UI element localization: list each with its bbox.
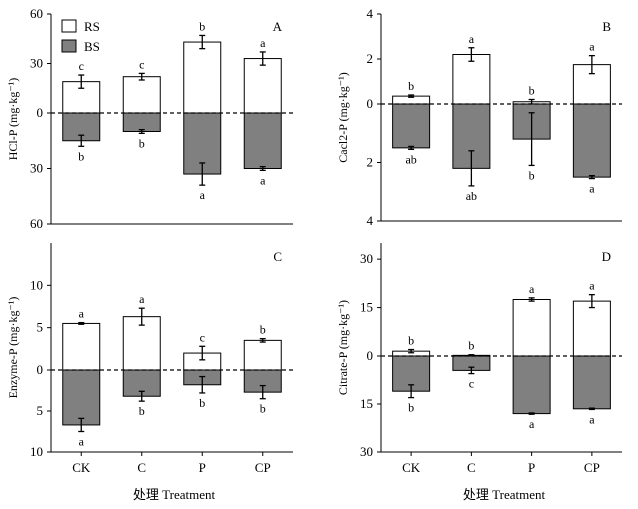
- bar-rs-p: [512, 299, 551, 357]
- y-tick-label: 30: [360, 444, 373, 459]
- legend-bs-swatch: [61, 39, 77, 53]
- y-tick-label: 5: [37, 320, 44, 335]
- significance-letter-rs: a: [469, 32, 475, 46]
- panel-a: 0 60 30 30 60 HCl-P (mg·kg⁻¹) Ac b c b b a a a: [6, 6, 293, 231]
- significance-letter-rs: a: [139, 292, 145, 306]
- x-tick-label: CK: [72, 460, 91, 475]
- bar-bs-cp: [572, 355, 611, 410]
- legend-rs-swatch: [61, 19, 77, 33]
- legend-bs-label: BS: [84, 39, 100, 54]
- x-tick-label: C: [467, 460, 476, 475]
- y-tick-label: 10: [30, 444, 43, 459]
- bar-rs-cp: [572, 300, 611, 357]
- significance-letter-bs: b: [199, 396, 205, 410]
- panel-d: 0 30 15 15 30 Citrate-P (mg·kg⁻¹) Db b CK b c Ca a Pa…: [336, 243, 622, 475]
- significance-letter-rs: c: [200, 330, 205, 344]
- bar-rs-c: [452, 54, 491, 105]
- significance-letter-bs: a: [200, 188, 206, 202]
- panel-letter: A: [273, 19, 283, 34]
- bar-rs-c: [122, 76, 161, 114]
- significance-letter-rs: c: [139, 57, 144, 71]
- x-tick-label: CP: [255, 460, 271, 475]
- y-axis-label: HCl-P (mg·kg⁻¹): [6, 78, 20, 160]
- significance-letter-rs: a: [529, 282, 535, 296]
- panels: 0 60 30 30 60 HCl-P (mg·kg⁻¹) Ac b c b b a a a 0 4 2 2 4 Ca…: [6, 6, 622, 475]
- panel-letter: D: [602, 249, 611, 264]
- significance-letter-rs: a: [589, 40, 595, 54]
- significance-letter-rs: b: [468, 339, 474, 353]
- significance-letter-rs: b: [408, 334, 414, 348]
- significance-letter-bs: a: [589, 412, 595, 426]
- y-tick-label: 2: [367, 51, 374, 66]
- significance-letter-bs: ab: [466, 189, 477, 203]
- bar-bs-ck: [62, 369, 101, 426]
- bar-bs-c: [122, 112, 161, 132]
- significance-letter-rs: b: [260, 323, 266, 337]
- legend-rs-label: RS: [84, 19, 100, 34]
- y-tick-label: 4: [367, 213, 374, 228]
- x-axis-title-right: 处理 Treatment: [463, 487, 546, 502]
- y-tick-label: 15: [360, 396, 373, 411]
- significance-letter-bs: b: [408, 401, 414, 415]
- significance-letter-bs: b: [78, 149, 84, 163]
- panel-letter: B: [602, 19, 611, 34]
- y-axis-label: Cacl2-P (mg·kg⁻¹): [336, 72, 350, 162]
- significance-letter-bs: b: [139, 404, 145, 418]
- significance-letter-rs: a: [79, 307, 85, 321]
- significance-letter-bs: ab: [405, 152, 416, 166]
- significance-letter-bs: b: [260, 402, 266, 416]
- bar-rs-ck: [62, 322, 101, 371]
- y-tick-label: 10: [30, 277, 43, 292]
- panel-c: 0 10 5 5 10 Enzyme-P (mg·kg⁻¹) Ca a CK a b Cc b Pb b CP: [6, 243, 293, 475]
- significance-letter-bs: a: [260, 173, 266, 187]
- y-tick-label: 2: [367, 155, 374, 170]
- y-tick-label: 5: [37, 403, 44, 418]
- panel-letter: C: [273, 249, 282, 264]
- bar-bs-ck: [392, 103, 431, 149]
- significance-letter-bs: a: [589, 182, 595, 196]
- y-tick-label: 30: [30, 56, 43, 71]
- y-axis-label: Enzyme-P (mg·kg⁻¹): [6, 297, 20, 399]
- bar-rs-p: [183, 41, 222, 114]
- y-tick-label: 30: [360, 251, 373, 266]
- significance-letter-rs: c: [79, 59, 84, 73]
- significance-letter-bs: a: [529, 417, 535, 431]
- y-tick-label: 60: [30, 6, 43, 21]
- bar-bs-p: [512, 355, 551, 415]
- significance-letter-bs: b: [529, 168, 535, 182]
- bar-bs-cp: [572, 103, 611, 178]
- x-tick-label: CK: [402, 460, 421, 475]
- significance-letter-bs: c: [469, 377, 474, 391]
- y-tick-label: 0: [367, 348, 374, 363]
- significance-letter-rs: b: [408, 79, 414, 93]
- y-tick-label: 0: [367, 96, 374, 111]
- y-tick-label: 4: [367, 6, 374, 21]
- y-tick-label: 0: [37, 362, 44, 377]
- y-tick-label: 60: [30, 216, 43, 231]
- y-tick-label: 30: [30, 161, 43, 176]
- x-tick-label: P: [199, 460, 206, 475]
- bar-rs-cp: [243, 58, 282, 114]
- significance-letter-bs: b: [139, 136, 145, 150]
- y-axis-label: Citrate-P (mg·kg⁻¹): [336, 300, 350, 395]
- significance-letter-rs: a: [260, 36, 266, 50]
- significance-letter-rs: b: [529, 84, 535, 98]
- significance-letter-bs: a: [79, 435, 85, 449]
- x-tick-label: P: [528, 460, 535, 475]
- significance-letter-rs: b: [199, 19, 205, 33]
- bar-rs-cp: [243, 339, 282, 371]
- x-tick-label: C: [137, 460, 146, 475]
- legend: RS BS: [61, 19, 100, 54]
- y-tick-label: 0: [37, 105, 44, 120]
- significance-letter-rs: a: [589, 279, 595, 293]
- x-axis-title-left: 处理 Treatment: [133, 487, 216, 502]
- y-tick-label: 15: [360, 300, 373, 315]
- bar-bs-cp: [243, 112, 282, 169]
- x-tick-label: CP: [584, 460, 600, 475]
- panel-b: 0 4 2 2 4 Cacl2-P (mg·kg⁻¹) Bb ab a ab b b a a: [336, 6, 622, 228]
